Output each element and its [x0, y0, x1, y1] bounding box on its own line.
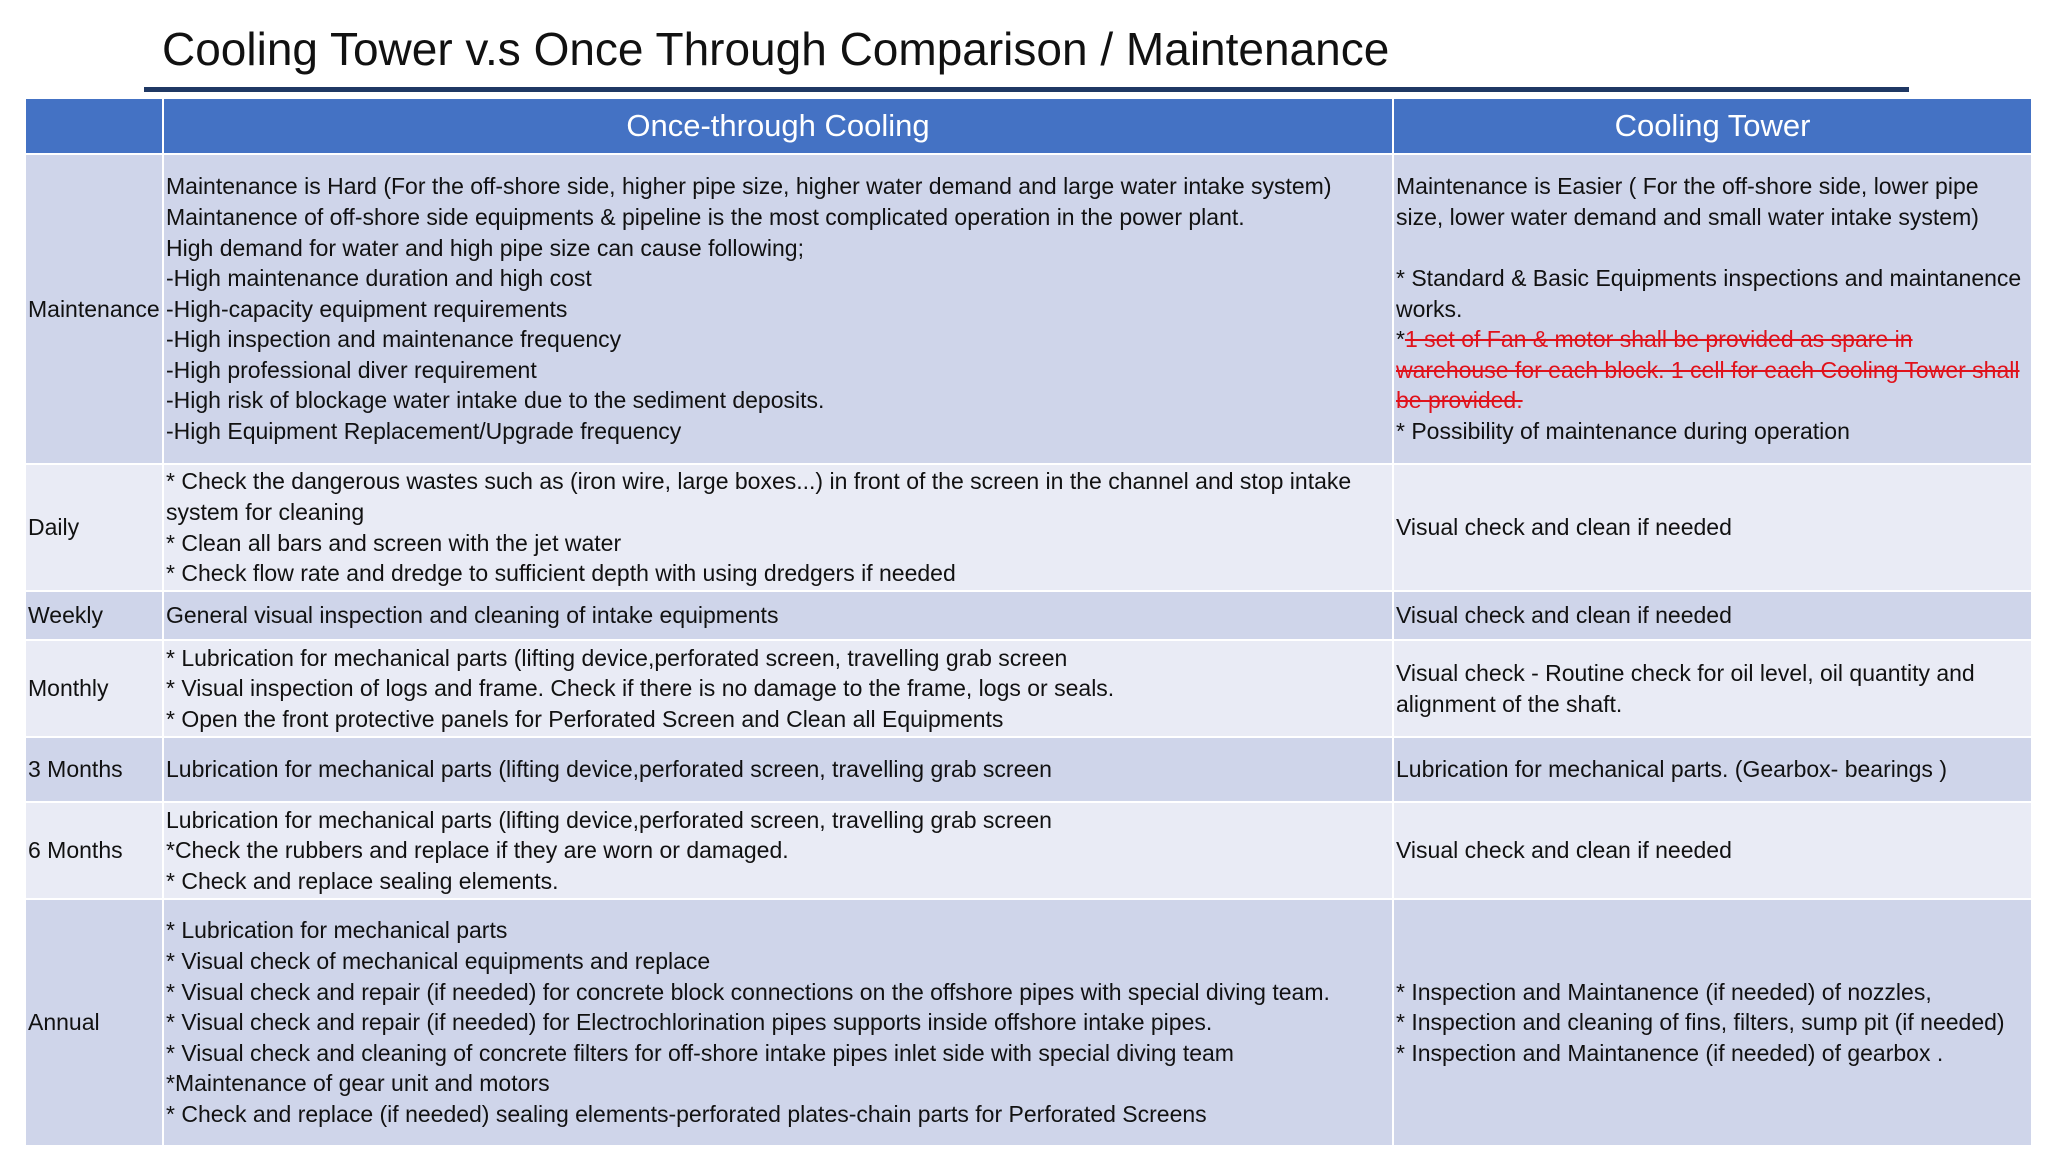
cell-line: Visual check and clean if needed — [1396, 514, 1732, 541]
cell-line: -High-capacity equipment requirements — [166, 295, 568, 322]
table-row: Annual * Lubrication for mechanical parts… — [24, 898, 2033, 1147]
cell-line: * Visual check of mechanical equipments … — [166, 948, 711, 975]
cooling-tower-cell: Lubrication for mechanical parts. (Gearb… — [1392, 736, 2033, 803]
header-row: Once-through Cooling Cooling Tower — [24, 97, 2033, 155]
cell-line: * Lubrication for mechanical parts (lift… — [166, 644, 1068, 671]
cooling-tower-cell: * Inspection and Maintanence (if needed)… — [1392, 898, 2033, 1147]
table-row: Monthly * Lubrication for mechanical part… — [24, 639, 2033, 738]
once-through-cell: * Check the dangerous wastes such as (ir… — [162, 463, 1394, 592]
row-label: Annual — [24, 898, 164, 1147]
bullet: * — [1396, 326, 1405, 353]
row-label: 6 Months — [24, 801, 164, 900]
row-label: Monthly — [24, 639, 164, 738]
cell-line: * Standard & Basic Equipments inspection… — [1396, 265, 2022, 322]
cell-line: -High professional diver requirement — [166, 356, 537, 383]
row-label: Maintenance — [24, 153, 164, 465]
cell-line: * Check and replace (if needed) sealing … — [166, 1100, 1207, 1127]
cell-line: * Possibility of maintenance during oper… — [1396, 418, 1850, 445]
cell-line: * Inspection and cleaning of fins, filte… — [1396, 1009, 2005, 1036]
cell-line: * Check the dangerous wastes such as (ir… — [166, 468, 1352, 525]
cell-line: Visual check and clean if needed — [1396, 837, 1732, 864]
column-header: Once-through Cooling — [162, 97, 1394, 155]
table-row: Daily * Check the dangerous wastes such a… — [24, 463, 2033, 592]
cooling-tower-cell: Visual check and clean if needed — [1392, 463, 2033, 592]
once-through-cell: * Lubrication for mechanical parts * Visu… — [162, 898, 1394, 1147]
cell-line: Lubrication for mechanical parts (liftin… — [166, 756, 1052, 783]
cell-line: Visual check and clean if needed — [1396, 602, 1732, 629]
cell-line: * Check flow rate and dredge to sufficie… — [166, 560, 956, 587]
cell-line: General visual inspection and cleaning o… — [166, 602, 779, 629]
cell-line: Lubrication for mechanical parts (liftin… — [166, 806, 1052, 833]
cell-line: -High Equipment Replacement/Upgrade freq… — [166, 418, 682, 445]
row-label: Weekly — [24, 590, 164, 641]
cell-line: * Visual inspection of logs and frame. C… — [166, 675, 1115, 702]
cell-line: *Maintenance of gear unit and motors — [166, 1070, 550, 1097]
cell-line: Maintenance is Easier ( For the off-shor… — [1396, 173, 1979, 230]
cell-line: * Inspection and Maintanence (if needed)… — [1396, 1039, 1944, 1066]
cooling-tower-cell: Visual check and clean if needed — [1392, 590, 2033, 641]
cell-line: * Visual check and repair (if needed) fo… — [166, 1009, 1213, 1036]
cell-line: -High maintenance duration and high cost — [166, 265, 592, 292]
once-through-cell: * Lubrication for mechanical parts (lift… — [162, 639, 1394, 738]
cooling-tower-cell: Visual check and clean if needed — [1392, 801, 2033, 900]
cell-line: *Check the rubbers and replace if they a… — [166, 837, 789, 864]
title-rule — [144, 87, 1909, 92]
comparison-table: Once-through Cooling Cooling Tower Maint… — [24, 97, 2033, 1147]
page-title: Cooling Tower v.s Once Through Compariso… — [162, 23, 1390, 75]
cell-line: -High inspection and maintenance frequen… — [166, 326, 622, 353]
table-row: Weekly General visual inspection and clea… — [24, 590, 2033, 641]
cell-line: Visual check - Routine check for oil lev… — [1396, 659, 1975, 717]
cell-line: * Lubrication for mechanical parts — [166, 917, 508, 944]
struck-text: 1 set of Fan & motor shall be provided a… — [1396, 326, 2020, 414]
cell-line: * Inspection and Maintanence (if needed)… — [1396, 978, 1932, 1005]
cell-line: * Clean all bars and screen with the jet… — [166, 529, 622, 556]
table-body: Maintenance Maintenance is Hard (For the … — [24, 153, 2033, 1147]
once-through-cell: Lubrication for mechanical parts (liftin… — [162, 736, 1394, 803]
corner-cell — [24, 97, 164, 155]
cell-line: * Visual check and cleaning of concrete … — [166, 1039, 1234, 1066]
cell-line: High demand for water and high pipe size… — [166, 234, 804, 261]
cell-line: Maintenance is Hard (For the off-shore s… — [166, 173, 1332, 200]
once-through-cell: Maintenance is Hard (For the off-shore s… — [162, 153, 1394, 465]
cell-line: -High risk of blockage water intake due … — [166, 387, 825, 414]
cell-line: Maintanence of off-shore side equipments… — [166, 203, 1245, 230]
cooling-tower-cell: Maintenance is Easier ( For the off-shor… — [1392, 153, 2033, 465]
cell-line: Lubrication for mechanical parts. (Gearb… — [1396, 756, 1947, 783]
cell-line: * Open the front protective panels for P… — [166, 705, 1004, 732]
table-row: Maintenance Maintenance is Hard (For the … — [24, 153, 2033, 465]
cell-line: * Check and replace sealing elements. — [166, 867, 559, 894]
cell-line: * Visual check and repair (if needed) fo… — [166, 978, 1330, 1005]
cell-line: *1 set of Fan & motor shall be provided … — [1396, 324, 2029, 416]
cooling-tower-cell: Visual check - Routine check for oil lev… — [1392, 639, 2033, 738]
once-through-cell: Lubrication for mechanical parts (liftin… — [162, 801, 1394, 900]
column-header: Cooling Tower — [1392, 97, 2033, 155]
once-through-cell: General visual inspection and cleaning o… — [162, 590, 1394, 641]
table-row: 3 Months Lubrication for mechanical parts… — [24, 736, 2033, 803]
row-label: 3 Months — [24, 736, 164, 803]
row-label: Daily — [24, 463, 164, 592]
table-row: 6 Months Lubrication for mechanical parts… — [24, 801, 2033, 900]
